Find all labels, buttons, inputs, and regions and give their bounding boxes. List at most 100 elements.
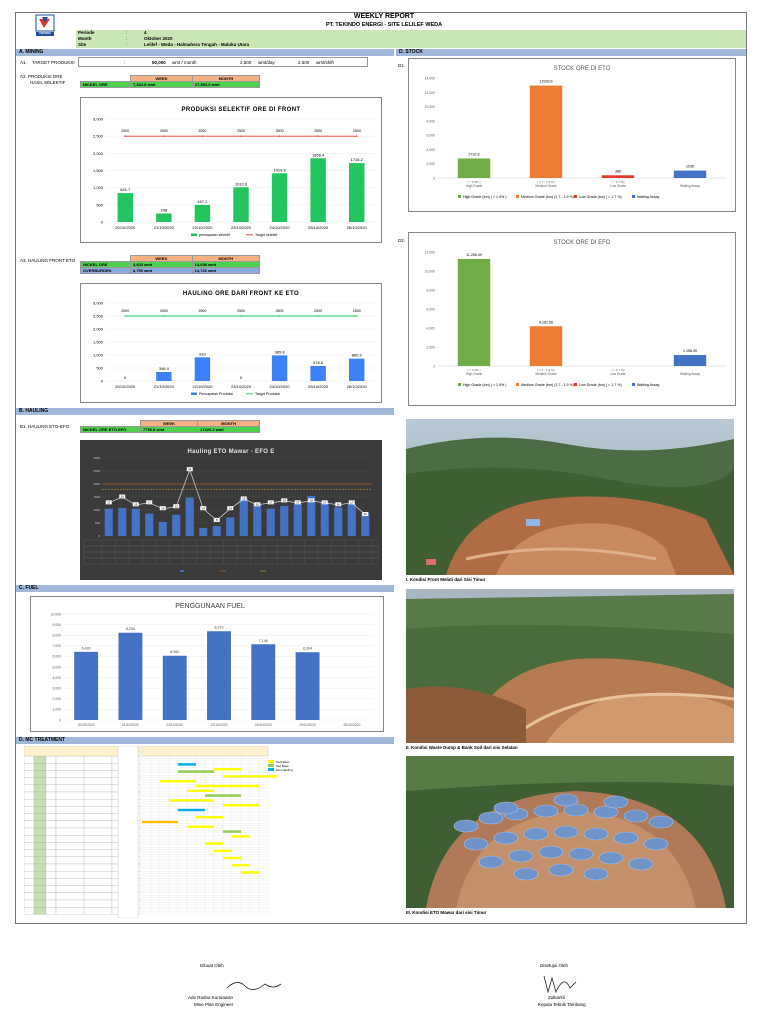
- mc-day-cell: [168, 892, 179, 896]
- mc-day-cell: [204, 782, 215, 785]
- mc-day-cell: [240, 851, 251, 855]
- mc-day-cell: [222, 789, 233, 793]
- mc-day-cell: [168, 899, 179, 903]
- mc-day-cell: [213, 861, 224, 865]
- section-d-stock: D. STOCK: [396, 49, 746, 56]
- mc-day-cell: [159, 859, 170, 862]
- mc-day-cell: [231, 796, 242, 800]
- mc-day-cell: [186, 815, 197, 819]
- stockpile-tarp: [513, 867, 539, 881]
- mc-cell: [33, 763, 47, 771]
- mc-cell: [45, 827, 57, 836]
- bar: [529, 326, 563, 366]
- mc-day-cell: [195, 782, 206, 785]
- mc-day-cell: [195, 835, 206, 838]
- trip-label-box: [240, 496, 247, 501]
- mc-day-cell: [213, 820, 224, 824]
- target-point: [163, 135, 165, 137]
- mc-day-cell: [159, 799, 170, 802]
- row-label: OVERBURDEN: [80, 267, 131, 274]
- data-label: 841.7: [120, 187, 131, 192]
- mc-day-cell: [168, 887, 179, 891]
- data-label: 1010.6: [235, 181, 248, 186]
- mc-day-cell: [249, 907, 260, 910]
- mc-cell: [55, 907, 85, 915]
- mc-day-cell: [231, 782, 242, 785]
- mc-day-cell: [249, 849, 260, 853]
- mc-day-cell: [231, 875, 242, 879]
- mc-cell: [83, 777, 113, 785]
- target-point: [163, 315, 165, 317]
- mc-cell: [83, 820, 113, 829]
- mc-cell: [33, 777, 47, 785]
- mc-day-cell: [222, 902, 233, 905]
- mc-day-cell: [159, 830, 170, 833]
- mc-day-cell: [258, 863, 269, 867]
- mc-day-cell: [159, 835, 170, 838]
- x-tick-sub: ( 1.7 - 1.9 %): [537, 368, 554, 372]
- legend-label: Waiting Assay: [637, 383, 660, 387]
- mc-day-cell: [186, 784, 197, 788]
- mc-day-cell: [177, 806, 188, 809]
- mc-day-cell: [141, 859, 152, 862]
- signature-left-role: Dibuat Oleh: [200, 963, 224, 968]
- mc-day-cell: [168, 897, 179, 901]
- mc-day-cell: [177, 878, 188, 881]
- mc-day-cell: [141, 760, 152, 764]
- mc-day-cell: [141, 803, 152, 807]
- mc-day-cell: [258, 878, 269, 881]
- mc-day-cell: [204, 895, 215, 898]
- target-label: 2500: [198, 129, 206, 133]
- mc-day-cell: [168, 784, 179, 788]
- mc-day-cell: [159, 837, 170, 841]
- mc-day-cell: [168, 782, 179, 785]
- y-tick-label: 8,000: [427, 119, 436, 123]
- trip-label-box: [362, 512, 369, 517]
- mc-cell: [83, 813, 113, 821]
- mc-activity: [142, 820, 178, 824]
- mc-day-cell: [222, 895, 233, 898]
- mc-day-cell: [231, 844, 242, 848]
- mc-day-cell: [159, 851, 170, 855]
- mc-activity: [223, 804, 259, 807]
- signature-right-name: Zulkarkli: [548, 995, 565, 1000]
- mc-legend-1: Perbaikan: [276, 760, 290, 764]
- mc-day-cell: [204, 801, 215, 805]
- mc-cell: [33, 770, 47, 778]
- mc-day-cell: [186, 847, 197, 850]
- row-label: NICKEL ORE: [80, 81, 131, 88]
- target-label: 2500: [353, 129, 361, 133]
- mc-day-cell: [258, 844, 269, 848]
- mc-day-cell: [168, 839, 179, 843]
- section-a-mining: A. MINING: [16, 49, 394, 56]
- mc-activity: [187, 825, 214, 828]
- stockpile-tarp: [478, 855, 504, 869]
- mc-day-cell: [150, 801, 161, 805]
- mc-day-cell: [150, 794, 161, 797]
- mc-day-cell: [258, 861, 269, 865]
- mc-cell: [24, 871, 35, 879]
- mc-day-cell: [240, 861, 251, 865]
- mc-day-cell: [159, 808, 170, 812]
- hauling-ore-chart: HAULING ORE DARI FRONT KE ETO 0 500 1,000 1,…: [93, 291, 376, 396]
- mc-day-cell: [213, 837, 224, 841]
- data-label: 1716.2: [351, 157, 364, 162]
- mc-day-cell: [195, 875, 206, 879]
- mc-day-cell: [258, 789, 269, 793]
- data-table-row: [83, 557, 379, 565]
- mc-day-cell: [195, 856, 206, 860]
- mc-day-cell: [186, 830, 197, 833]
- mc-cell: [24, 842, 35, 850]
- y-tick-label: 6,000: [427, 134, 436, 138]
- mc-day-cell: [159, 895, 170, 898]
- mc-day-cell: [222, 911, 233, 915]
- target-label: 2500: [160, 129, 168, 133]
- mc-activity: [232, 864, 250, 867]
- y-tick-label: 7,000: [53, 644, 62, 648]
- mc-day-cell: [168, 868, 179, 872]
- bar: [673, 355, 707, 366]
- mc-cell: [83, 878, 113, 886]
- mc-day-cell: [258, 758, 269, 761]
- mc-day-cell: [159, 897, 170, 901]
- mc-day-cell: [186, 854, 197, 857]
